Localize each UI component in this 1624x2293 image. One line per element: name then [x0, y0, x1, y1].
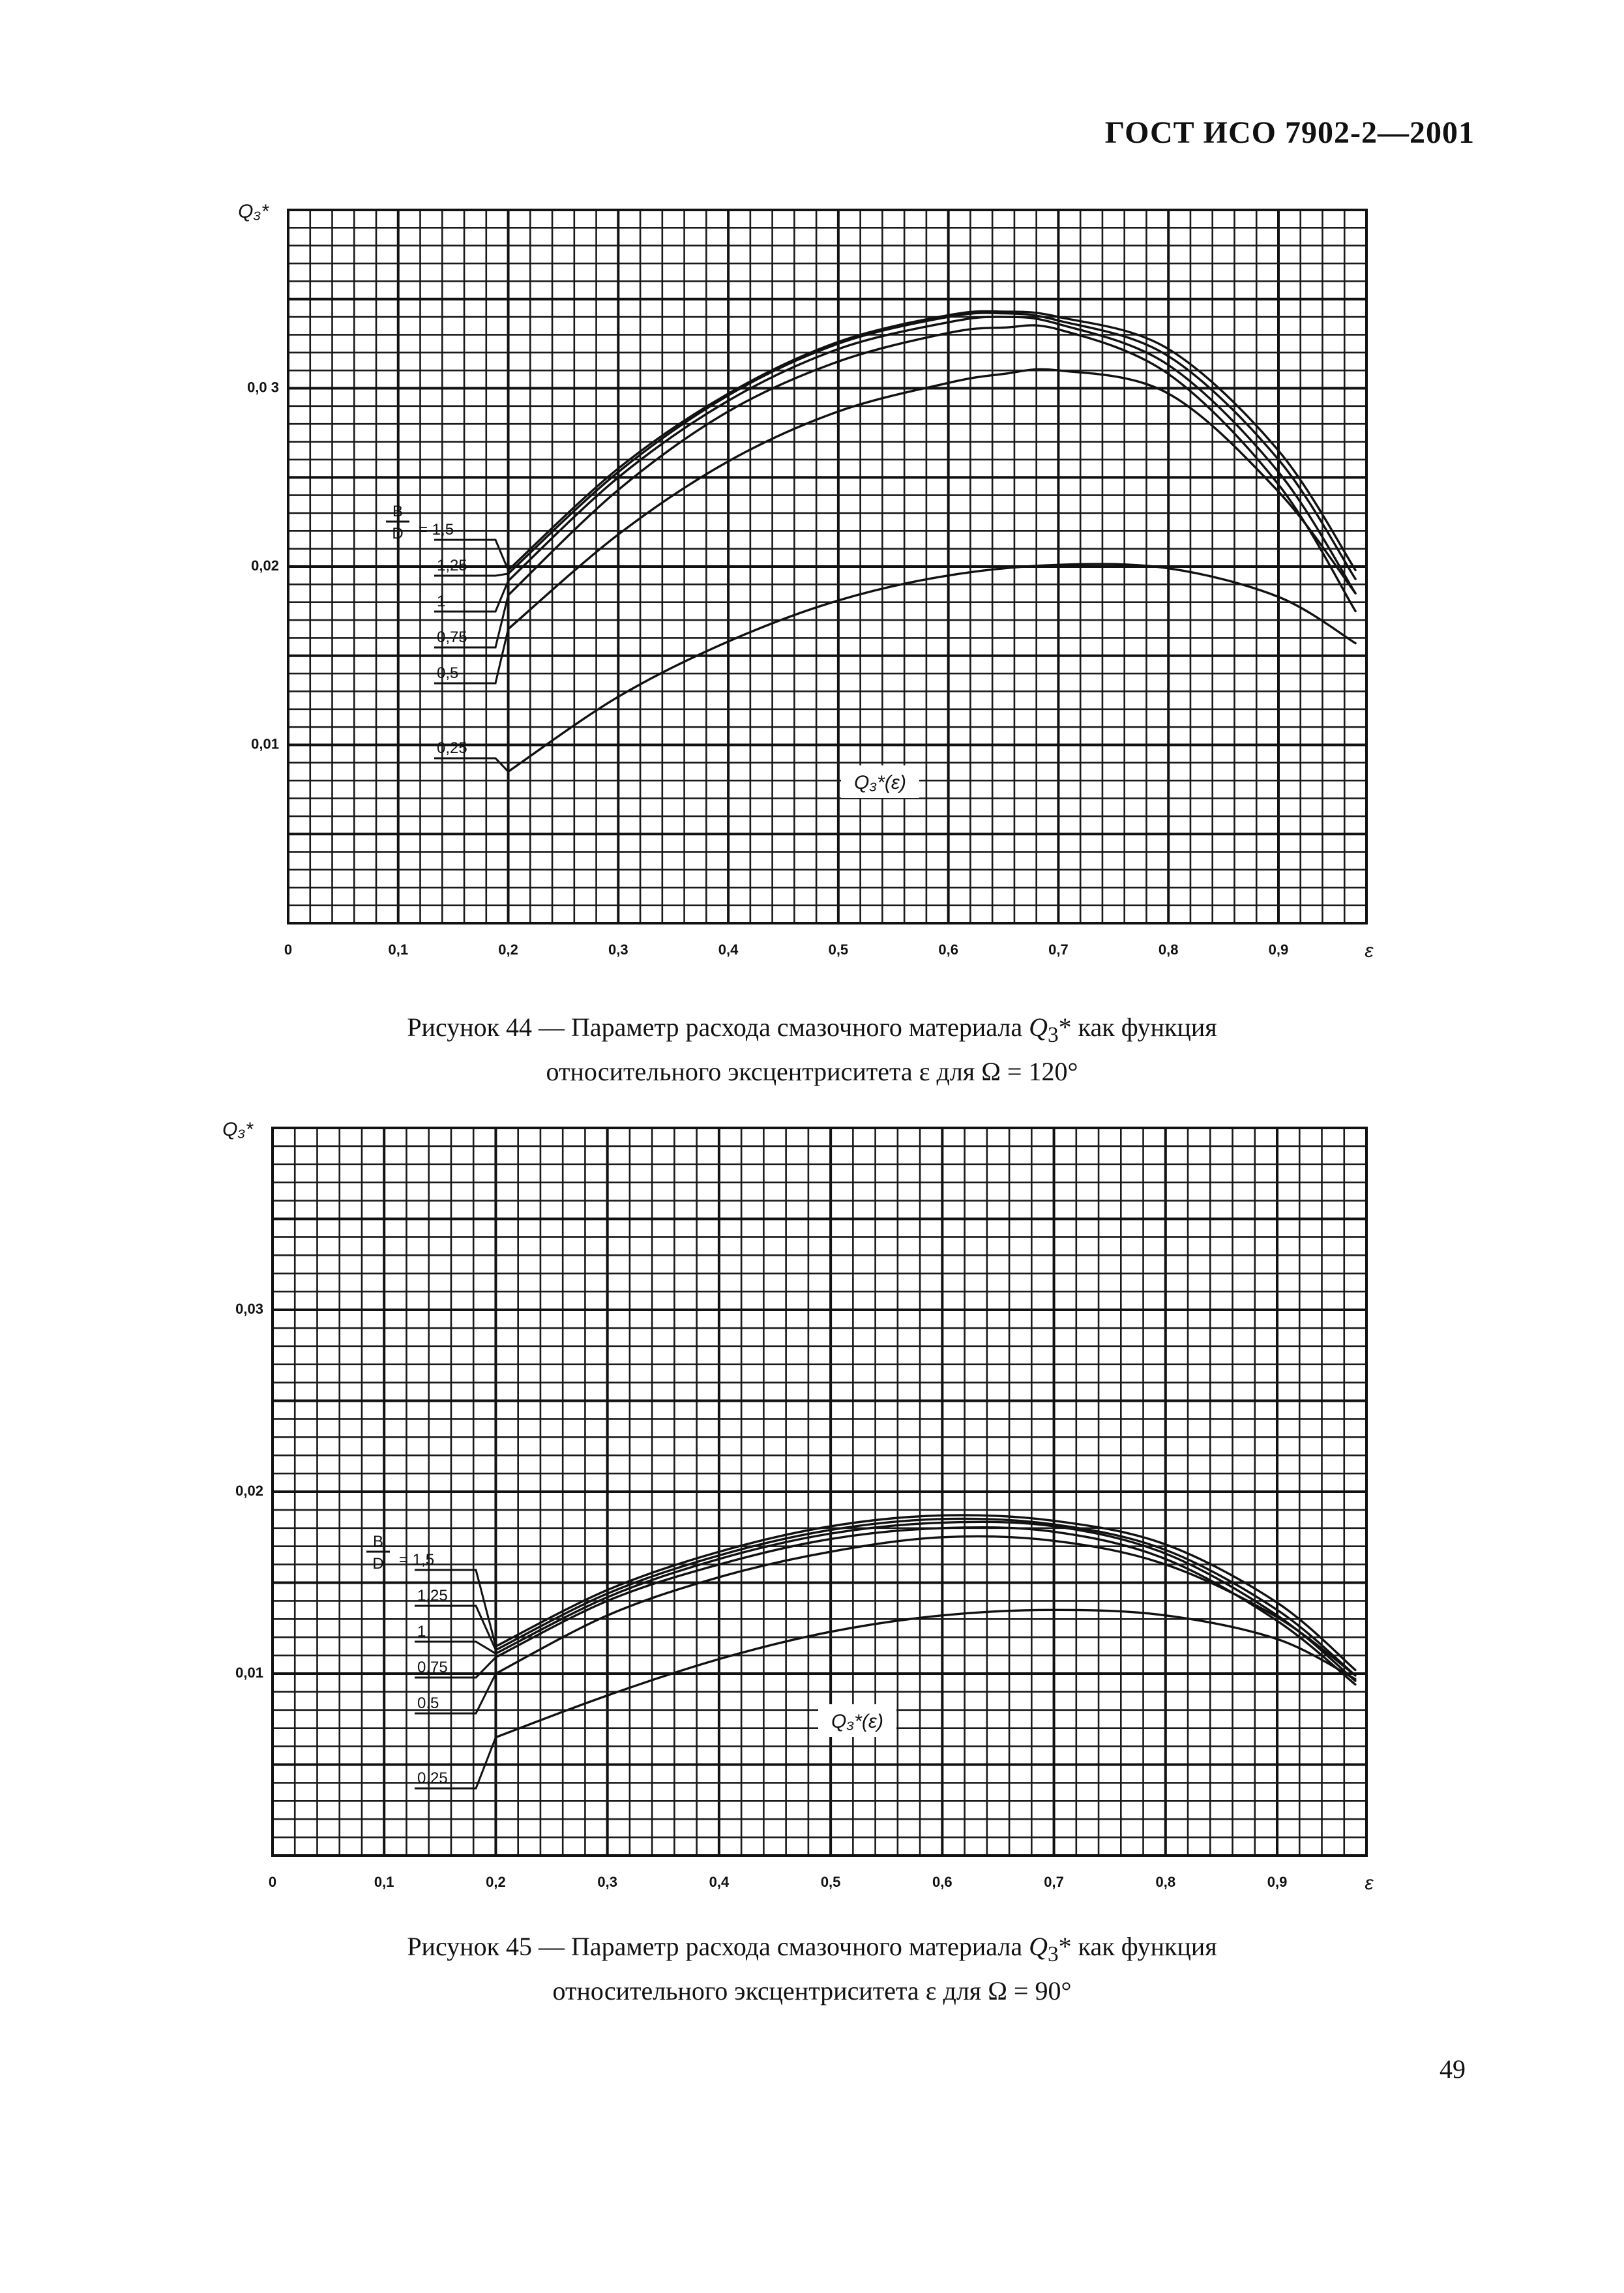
series-label: 0,5	[437, 664, 458, 682]
x-tick-label: 0,1	[374, 1874, 394, 1890]
x-tick-label: 0,9	[1267, 1874, 1288, 1890]
bd-label-D: D	[392, 525, 403, 542]
x-tick-label: 0,1	[388, 941, 408, 958]
figure-44-caption-line-1: Рисунок 44 — Параметр расхода смазочного…	[407, 1013, 1217, 1047]
function-label: Q₃*(ε)	[831, 1711, 883, 1732]
series-line	[494, 1535, 1357, 1677]
x-axis-symbol: ε	[1365, 1872, 1374, 1894]
series-leader-line	[415, 1737, 497, 1790]
x-tick-label: 0,7	[1048, 941, 1069, 958]
x-tick-label: 0,3	[608, 941, 628, 958]
x-tick-label: 0,6	[938, 941, 958, 958]
series-line	[507, 324, 1357, 613]
series-leader-line	[434, 580, 509, 613]
y-tick-label: 0,03	[235, 1301, 263, 1317]
bd-label-B: B	[392, 503, 403, 520]
x-tick-label: 0,2	[498, 941, 518, 958]
x-tick-label: 0,9	[1269, 941, 1289, 958]
bd-label-D: D	[372, 1555, 383, 1573]
y-tick-label: 0,0 3	[247, 379, 279, 396]
series-leader-line	[415, 1569, 497, 1647]
x-tick-label: 0,7	[1044, 1874, 1064, 1890]
y-tick-label: 0,02	[235, 1483, 263, 1499]
y-tick-label: 0,01	[235, 1664, 263, 1681]
chart-series-group	[507, 310, 1357, 773]
series-line	[494, 1517, 1357, 1677]
series-leader-line	[434, 595, 510, 649]
series-label: 0,75	[437, 629, 467, 646]
series-leader-line	[434, 572, 509, 577]
series-line	[494, 1526, 1357, 1686]
y-tick-label: 0,02	[251, 557, 279, 574]
series-leader-line	[415, 1640, 497, 1655]
page-number: 49	[1439, 2054, 1466, 2084]
figure-45-caption-line-1: Рисунок 45 — Параметр расхода смазочного…	[407, 1932, 1217, 1966]
series-line	[507, 563, 1357, 773]
figure-44-caption-line-2: относительного эксцентриситета ε для Ω =…	[546, 1057, 1078, 1086]
document-header: ГОСТ ИСО 7902-2—2001	[1104, 115, 1475, 150]
series-label: 0,75	[417, 1659, 448, 1676]
y-axis-symbol: Q₃*	[222, 1119, 254, 1140]
series-label: 0,25	[437, 739, 467, 757]
series-label-block: BD = 1,5 1,25 1 0,75 0,5 0,25	[366, 1533, 497, 1790]
chart-series-group	[494, 1514, 1357, 1739]
y-tick-label: 0,01	[251, 736, 279, 752]
chart-figure-44: 0 0,1 0,2 0,3 0,4 0,5 0,6 0,7 0,8 0,9 ε 0,01 0,02 0,0…	[238, 201, 1374, 962]
series-leader-line	[434, 539, 509, 571]
x-tick-label: 0,5	[829, 941, 849, 958]
series-label: 1	[417, 1623, 426, 1640]
chart-grid	[271, 1127, 1368, 1857]
x-tick-label: 0,2	[486, 1874, 506, 1890]
x-tick-label: 0	[284, 941, 292, 958]
series-line	[494, 1520, 1357, 1682]
series-line	[507, 312, 1357, 580]
series-label: = 1,5	[419, 521, 454, 539]
function-label-box	[841, 765, 919, 798]
series-leader-line	[415, 1605, 497, 1651]
figure-45-caption: Рисунок 45 — Параметр расхода смазочного…	[0, 1929, 1624, 2009]
series-leader-line	[434, 757, 509, 773]
x-tick-label: 0,4	[718, 941, 739, 958]
x-tick-label: 0,6	[932, 1874, 952, 1890]
series-leader-line	[415, 1656, 497, 1679]
series-label: 0,5	[417, 1694, 439, 1712]
series-label: 0,25	[417, 1769, 448, 1787]
series-label-block: BD = 1,5 1,25 1 0,75 0,5 0,25	[386, 503, 510, 773]
chart-grid	[287, 209, 1368, 925]
series-label: 1,25	[417, 1587, 448, 1605]
x-tick-label: 0	[269, 1874, 276, 1890]
plot-frame	[271, 1127, 1368, 1857]
function-label: Q₃*(ε)	[854, 772, 906, 793]
chart-figure-45: 0 0,1 0,2 0,3 0,4 0,5 0,6 0,7 0,8 0,9 ε 0,01 0,02 0,0…	[222, 1119, 1374, 1894]
x-tick-label: 0,8	[1155, 1874, 1175, 1890]
series-line	[507, 316, 1357, 595]
series-line	[494, 1608, 1357, 1739]
x-tick-label: 0,5	[821, 1874, 841, 1890]
x-tick-label: 0,8	[1159, 941, 1179, 958]
series-line	[494, 1514, 1357, 1672]
x-tick-label: 0,3	[597, 1874, 617, 1890]
series-line	[507, 310, 1357, 572]
plot-frame	[287, 209, 1368, 925]
series-label: 1	[437, 593, 445, 610]
series-label: 1,25	[437, 557, 467, 574]
series-leader-line	[434, 629, 510, 685]
series-line	[507, 368, 1357, 630]
figure-44-caption: Рисунок 44 — Параметр расхода смазочного…	[0, 1009, 1624, 1090]
figure-45-caption-line-2: относительного эксцентриситета ε для Ω =…	[552, 1976, 1072, 2005]
series-leader-line	[415, 1673, 497, 1715]
bd-label-B: B	[373, 1533, 383, 1550]
series-label: = 1,5	[399, 1551, 434, 1569]
function-label-box	[818, 1704, 896, 1737]
x-tick-label: 0,4	[709, 1874, 730, 1890]
y-axis-symbol: Q₃*	[238, 201, 269, 222]
x-axis-symbol: ε	[1365, 940, 1374, 962]
